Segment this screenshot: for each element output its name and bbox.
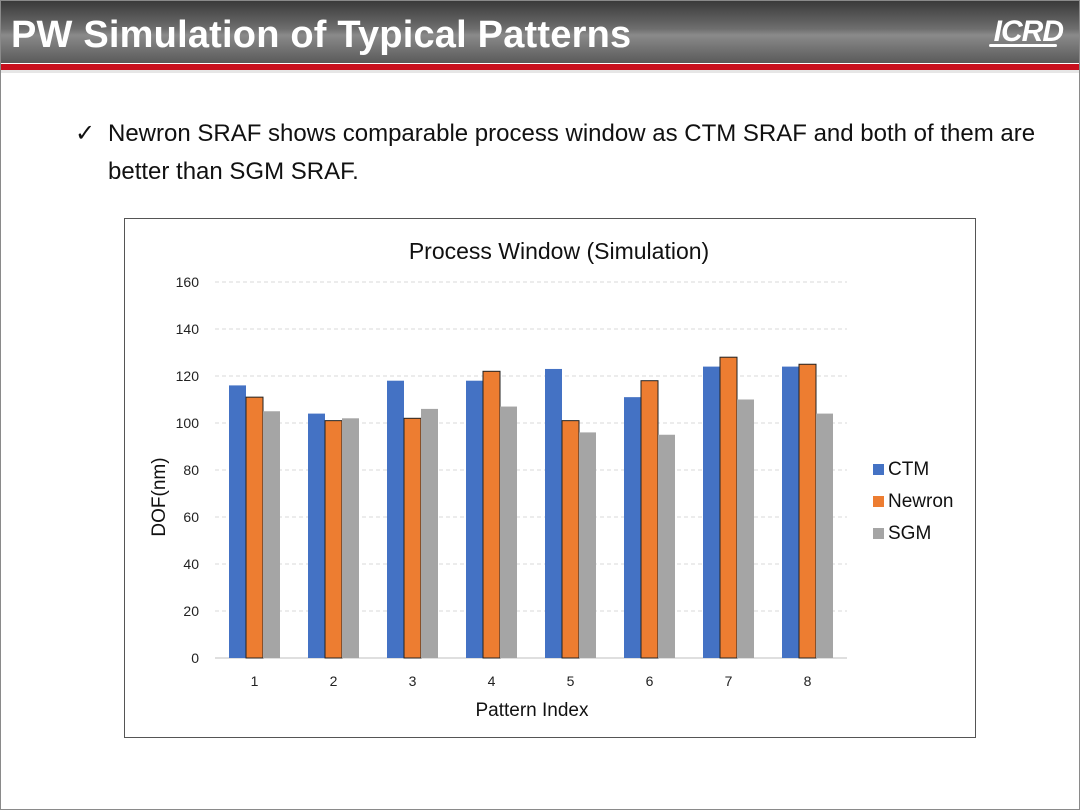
- legend: CTM Newron SGM: [873, 459, 953, 544]
- x-tick-label: 8: [804, 673, 812, 689]
- y-tick-label: 0: [191, 650, 199, 666]
- y-tick-label: 60: [183, 509, 199, 525]
- bar-newron-7: [719, 356, 738, 659]
- bar-ctm-1: [229, 385, 246, 658]
- legend-swatch-ctm: [873, 464, 884, 475]
- process-window-chart: Process Window (Simulation) DOF(nm) Patt…: [149, 238, 953, 721]
- bar-ctm-3: [387, 380, 404, 658]
- x-tick-label: 5: [567, 673, 575, 689]
- y-tick-labels: 0 20 40 60 80 100 120 140 160: [176, 274, 200, 666]
- bar-sgm-7: [737, 399, 754, 658]
- bar-ctm-8: [782, 366, 799, 658]
- accent-divider: [1, 70, 1079, 73]
- slide-title: PW Simulation of Typical Patterns: [11, 14, 632, 56]
- y-tick-label: 120: [176, 368, 200, 384]
- bar-sgm-8: [816, 413, 833, 658]
- logo-swoosh: [989, 44, 1057, 47]
- y-axis-title: DOF(nm): [149, 457, 170, 536]
- bar-newron-3: [403, 417, 422, 659]
- bar-sgm-6: [658, 434, 675, 658]
- x-tick-label: 4: [488, 673, 496, 689]
- legend-label-sgm: SGM: [888, 523, 931, 544]
- bar-newron-6: [640, 380, 659, 659]
- y-tick-label: 20: [183, 603, 199, 619]
- x-axis-title: Pattern Index: [475, 700, 589, 721]
- bar-ctm-5: [545, 368, 562, 658]
- bar-sgm-2: [342, 418, 359, 658]
- bar-ctm-4: [466, 380, 483, 658]
- bar-sgm-1: [263, 411, 280, 658]
- checkmark-icon: ✓: [75, 120, 96, 147]
- bar-ctm-6: [624, 397, 641, 658]
- bar-sgm-4: [500, 406, 517, 658]
- y-tick-label: 100: [176, 415, 200, 431]
- chart-title: Process Window (Simulation): [409, 238, 709, 264]
- y-tick-label: 80: [183, 462, 199, 478]
- legend-swatch-sgm: [873, 528, 884, 539]
- bar-ctm-7: [703, 366, 720, 658]
- y-tick-label: 40: [183, 556, 199, 572]
- bar-sgm-5: [579, 432, 596, 658]
- bar-newron-4: [482, 370, 501, 659]
- bar-newron-8: [798, 363, 817, 659]
- bar-ctm-2: [308, 413, 325, 658]
- title-bar: PW Simulation of Typical Patterns ICRD: [1, 1, 1079, 63]
- x-tick-label: 1: [251, 673, 259, 689]
- x-tick-label: 2: [330, 673, 338, 689]
- bar-sgm-3: [421, 408, 438, 658]
- bar-newron-2: [324, 420, 343, 659]
- bullet-text: Newron SRAF shows comparable process win…: [108, 120, 1036, 185]
- x-tick-labels: 1 2 3 4 5 6 7 8: [251, 673, 812, 689]
- chart-frame: Process Window (Simulation) DOF(nm) Patt…: [124, 218, 976, 738]
- y-tick-label: 160: [176, 274, 200, 290]
- legend-label-ctm: CTM: [888, 459, 929, 480]
- x-tick-label: 7: [725, 673, 733, 689]
- x-tick-label: 6: [646, 673, 654, 689]
- x-tick-label: 3: [409, 673, 417, 689]
- legend-label-newron: Newron: [888, 491, 953, 512]
- bar-newron-5: [561, 420, 580, 659]
- legend-swatch-newron: [873, 496, 884, 507]
- icrd-logo: ICRD: [993, 15, 1064, 48]
- bars: [229, 356, 833, 659]
- y-tick-label: 140: [176, 321, 200, 337]
- bar-newron-1: [245, 396, 264, 659]
- accent-red-bar: [1, 64, 1079, 70]
